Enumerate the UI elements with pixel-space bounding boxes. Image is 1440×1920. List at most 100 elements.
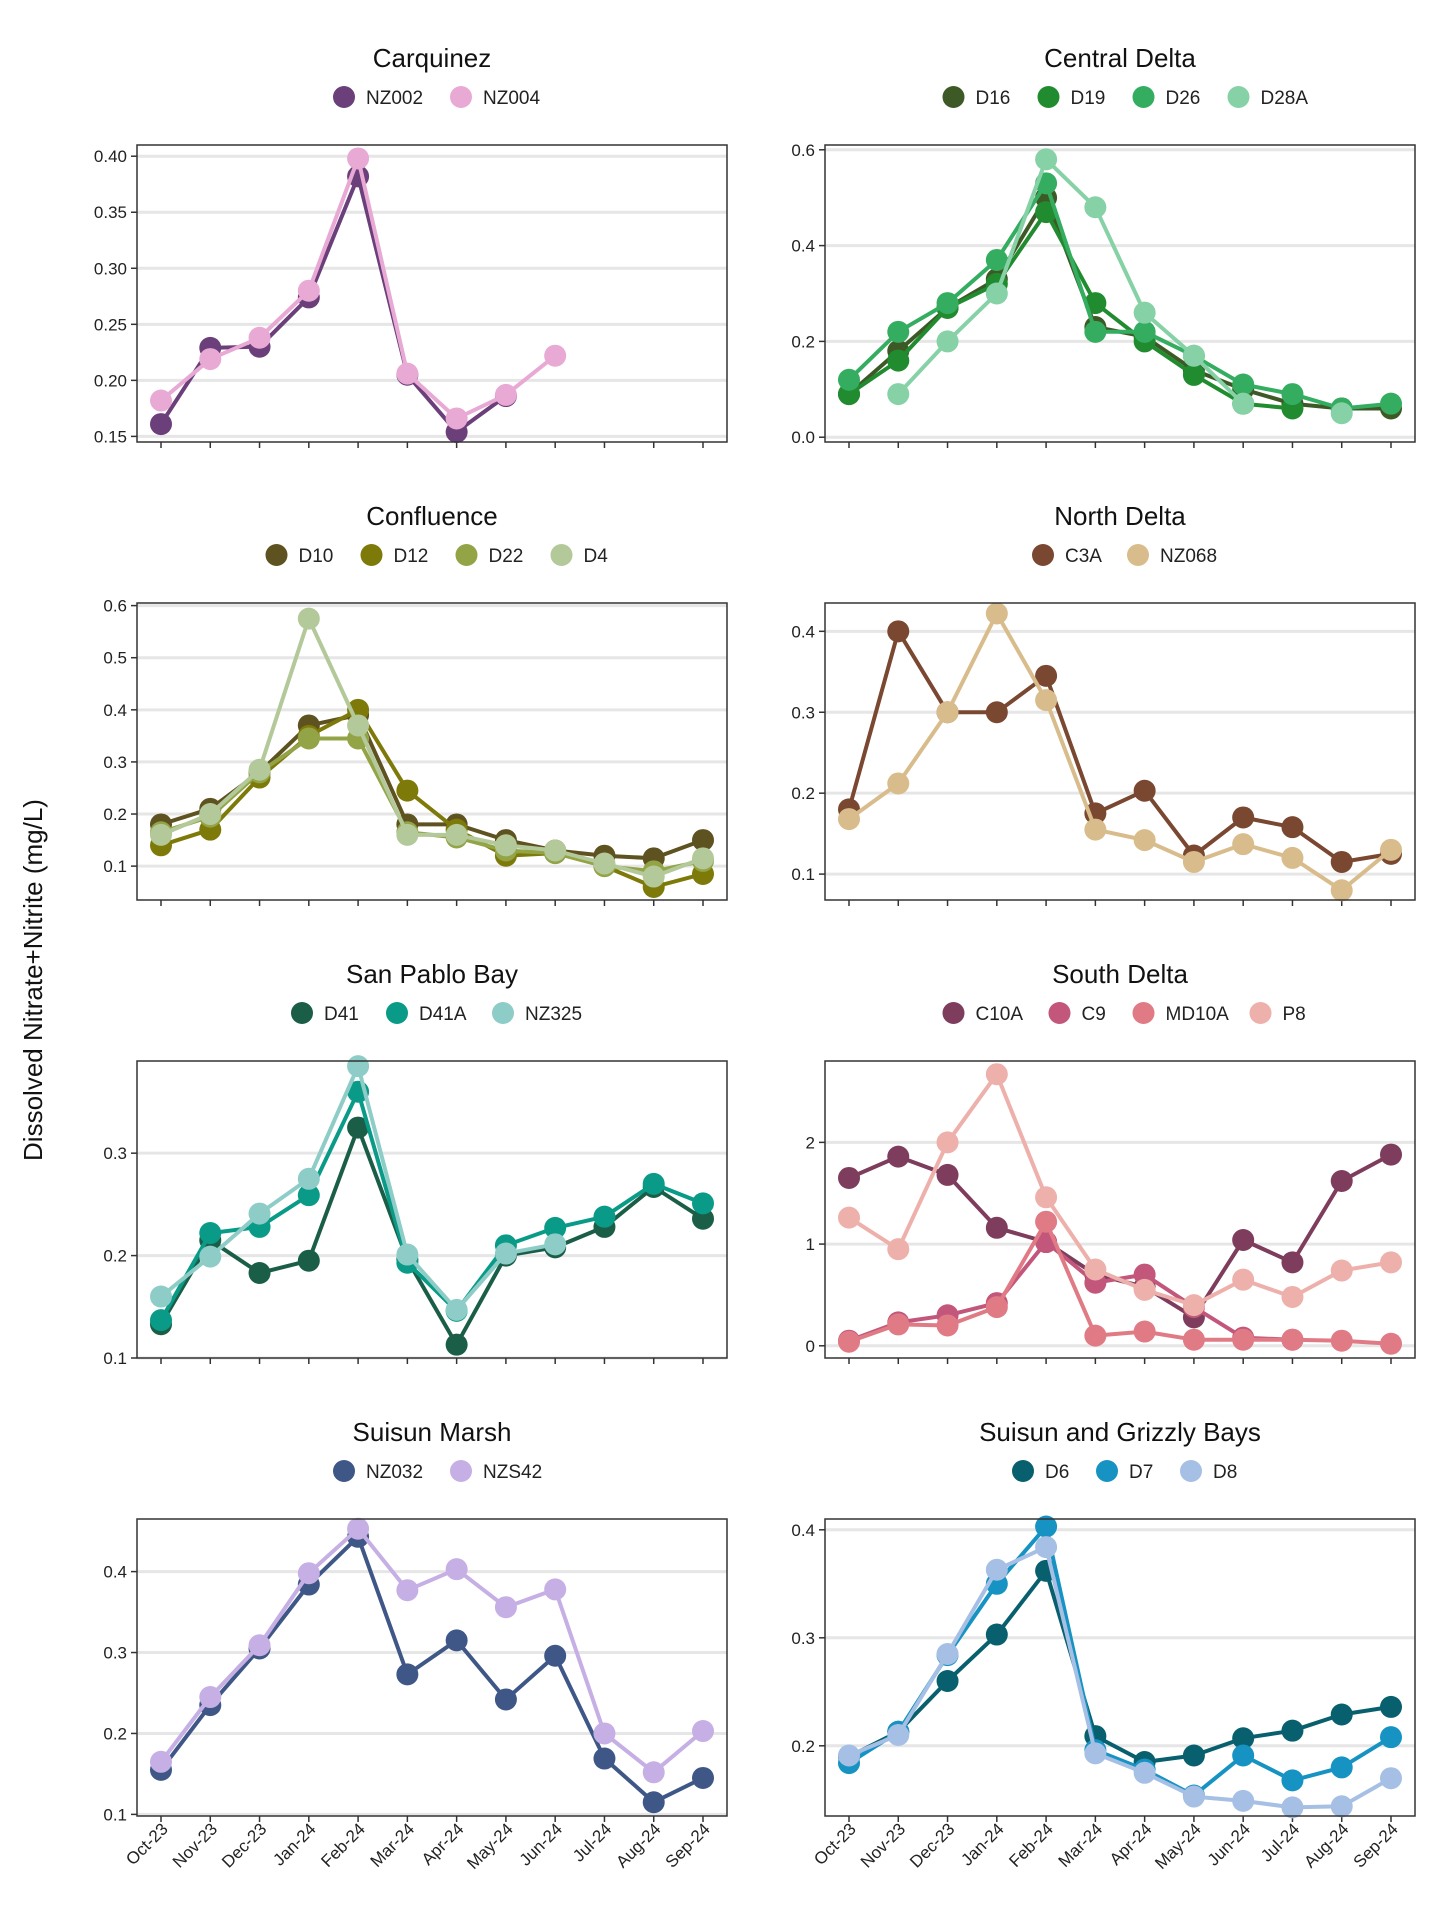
legend-item-d6: D6	[1012, 1460, 1069, 1483]
data-point	[445, 1629, 468, 1652]
legend: C10A C9 MD10A P8	[942, 1002, 1306, 1025]
data-point	[396, 362, 419, 385]
x-axis	[160, 442, 704, 448]
data-point	[297, 1249, 320, 1272]
data-point	[297, 1184, 320, 1207]
data-point	[1182, 1328, 1205, 1351]
data-point	[692, 1192, 714, 1215]
legend-label: NZ325	[525, 1004, 582, 1025]
data-point	[1380, 1332, 1402, 1355]
data-point	[1281, 1285, 1304, 1308]
series-line	[159, 1089, 704, 1322]
y-tick-label: 0.4	[103, 701, 127, 720]
legend-swatch	[492, 1002, 514, 1024]
y-tick-label: 2	[806, 1133, 815, 1152]
data-point	[347, 1116, 370, 1139]
legend-item-nz032: NZ032	[333, 1460, 423, 1483]
y-axis: 0 1 2	[806, 1133, 825, 1356]
x-tick-label: Mar-24	[367, 1819, 419, 1871]
data-point	[1330, 850, 1353, 873]
y-tick-label: 0.40	[94, 147, 127, 166]
legend-item-nz068: NZ068	[1127, 544, 1217, 567]
legend-swatch	[1012, 1460, 1034, 1482]
x-tick-label: Dec-23	[906, 1819, 958, 1871]
data-point	[1330, 402, 1353, 425]
legend-label: D28A	[1261, 88, 1309, 109]
data-point	[445, 823, 468, 846]
data-point	[838, 1330, 860, 1353]
legend-item-d19: D19	[1037, 86, 1105, 109]
data-point	[936, 1643, 959, 1665]
data-point	[642, 1172, 665, 1195]
panel-frame	[136, 1060, 728, 1359]
x-tick-label: Jun-24	[516, 1819, 566, 1869]
data-point	[494, 1688, 517, 1711]
series-line	[847, 1524, 1393, 1798]
series-line	[159, 1534, 704, 1805]
data-point	[936, 292, 959, 315]
data-point	[1133, 1761, 1156, 1784]
data-point	[936, 1670, 959, 1692]
series-line	[159, 1125, 705, 1347]
data-point	[887, 1313, 910, 1336]
data-point	[936, 701, 959, 724]
data-point	[1133, 1263, 1156, 1286]
legend-item-d12: D12	[360, 544, 429, 567]
y-tick-label: 0.5	[103, 649, 127, 668]
x-tick-label: Jun-24	[1204, 1819, 1254, 1869]
legend-swatch	[450, 86, 472, 108]
data-point	[1035, 148, 1058, 171]
data-point	[248, 1202, 271, 1225]
legend-label: NZS42	[483, 1462, 542, 1483]
legend-item-d8: D8	[1180, 1460, 1237, 1483]
data-point	[396, 823, 419, 846]
data-point	[887, 620, 910, 643]
data-point	[150, 389, 172, 412]
y-tick-label: 0.2	[103, 1247, 127, 1266]
data-point	[1330, 1170, 1353, 1193]
legend-label: C10A	[976, 1004, 1024, 1025]
data-point	[985, 1063, 1008, 1086]
data-point	[1380, 838, 1402, 861]
data-point	[1232, 1229, 1255, 1252]
series-line	[159, 1526, 705, 1775]
y-tick-label: 0.1	[791, 865, 815, 884]
data-point	[248, 1634, 271, 1657]
gridlines	[825, 1528, 1415, 1748]
x-tick-label: Jul-24	[1257, 1819, 1303, 1865]
data-point	[887, 1145, 910, 1168]
data-point	[1035, 1536, 1058, 1559]
data-point	[642, 1791, 665, 1814]
series-line	[847, 210, 1293, 411]
series-d6	[838, 1559, 1402, 1773]
y-axis-label: Dissolved Nitrate+Nitrite (mg/L)	[18, 799, 48, 1161]
x-tick-label: Apr-24	[1106, 1819, 1156, 1869]
panel-frame	[824, 602, 1416, 901]
legend-item-d22: D22	[455, 544, 523, 567]
panel-san-pablo-bay: San Pablo Bay D41 D41A NZ325 0.1 0.2 0.3	[103, 959, 728, 1368]
legend-label: D12	[394, 546, 429, 567]
data-point	[150, 413, 172, 436]
data-point	[445, 407, 468, 430]
x-tick-label: Oct-23	[810, 1819, 860, 1869]
data-point	[1380, 1143, 1402, 1166]
legend-label: C3A	[1065, 546, 1102, 567]
data-point	[1232, 1727, 1255, 1750]
legend: D6 D7 D8	[1012, 1460, 1237, 1483]
series-c10a	[838, 1143, 1402, 1329]
x-tick-label: Nov-23	[857, 1819, 909, 1871]
data-point	[396, 1243, 419, 1266]
y-tick-label: 0.30	[94, 259, 127, 278]
y-tick-label: 0.2	[791, 332, 815, 351]
series-line	[848, 1545, 1392, 1810]
legend-label: C9	[1082, 1004, 1106, 1025]
y-tick-label: 0.3	[103, 753, 127, 772]
data-point	[1380, 392, 1402, 415]
data-point	[1084, 292, 1107, 315]
data-point	[1133, 301, 1156, 324]
y-tick-label: 0.15	[94, 427, 127, 446]
x-axis	[848, 900, 1392, 906]
